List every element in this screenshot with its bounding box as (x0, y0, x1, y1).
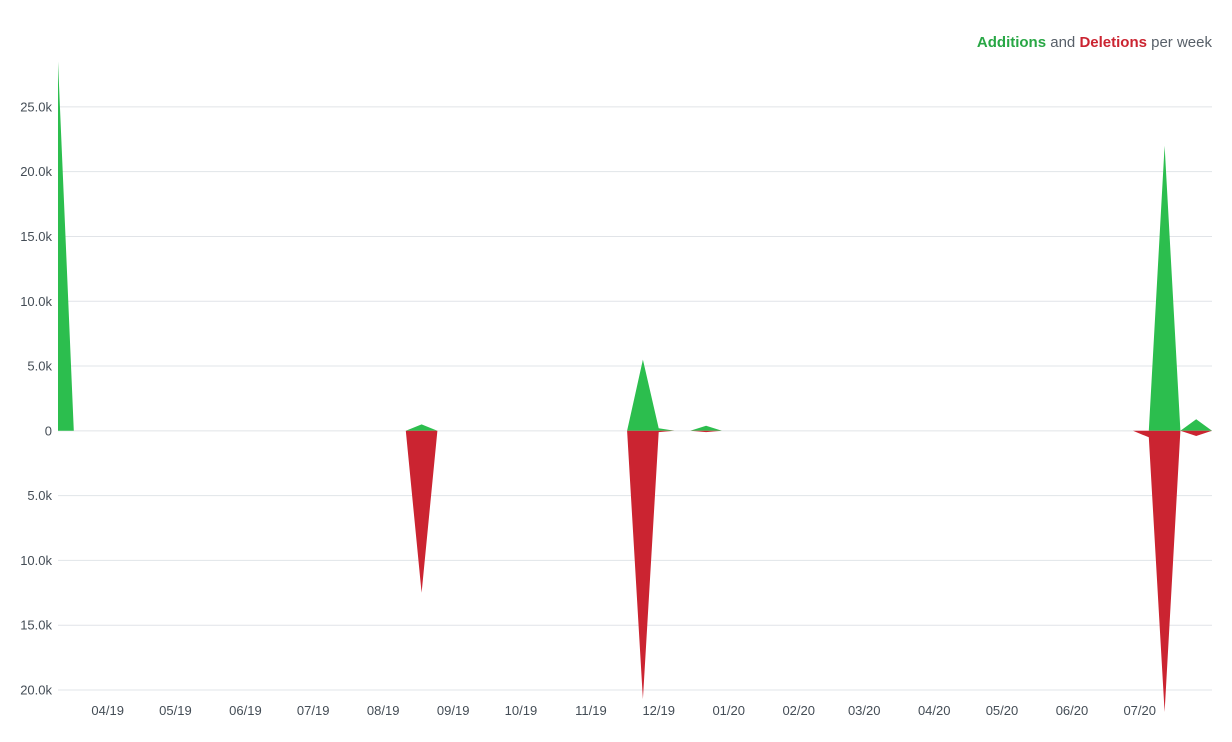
chart-areas (58, 61, 1212, 712)
legend-additions-label: Additions (976, 34, 1047, 51)
y-tick-label: 5.0k (27, 359, 52, 374)
x-tick-label: 08/19 (367, 703, 400, 718)
x-tick-label: 07/19 (297, 703, 330, 718)
x-axis: 04/19 05/19 06/19 07/19 08/19 09/19 10/19 11/19… (91, 703, 1156, 718)
y-tick-label: 5.0k (27, 488, 52, 503)
x-tick-label: 05/20 (986, 703, 1019, 718)
legend-deletions-label: Deletions (1079, 34, 1147, 51)
y-tick-label: 20.0k (20, 683, 52, 698)
x-tick-label: 03/20 (848, 703, 881, 718)
x-tick-label: 06/19 (229, 703, 262, 718)
legend-per-week-text: per week (1151, 34, 1212, 51)
y-axis: 25.0k 20.0k 15.0k 10.0k 5.0k 0 5.0k 10.0k 15.0k 2… (20, 99, 52, 697)
y-tick-label: 20.0k (20, 164, 52, 179)
x-tick-label: 07/20 (1123, 703, 1156, 718)
x-tick-label: 10/19 (505, 703, 538, 718)
x-tick-label: 02/20 (782, 703, 815, 718)
y-tick-label: 25.0k (20, 99, 52, 114)
x-tick-label: 05/19 (159, 703, 192, 718)
legend-and-text: and (1050, 34, 1076, 51)
x-tick-label: 09/19 (437, 703, 470, 718)
chart-legend: Additions and Deletions per week (977, 34, 1212, 51)
y-tick-label: 0 (45, 423, 52, 438)
y-tick-label: 10.0k (20, 553, 52, 568)
x-tick-label: 11/19 (575, 703, 607, 718)
x-tick-label: 01/20 (712, 703, 745, 718)
x-tick-label: 04/19 (91, 703, 124, 718)
x-tick-label: 04/20 (918, 703, 951, 718)
y-tick-label: 15.0k (20, 618, 52, 633)
x-tick-label: 06/20 (1056, 703, 1089, 718)
deletions-area (58, 430, 1212, 712)
x-tick-label: 12/19 (642, 703, 675, 718)
y-tick-label: 15.0k (20, 229, 52, 244)
y-tick-label: 10.0k (20, 294, 52, 309)
additions-area (58, 61, 1212, 431)
